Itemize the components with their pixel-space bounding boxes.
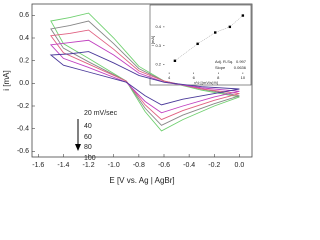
inset-frame [149, 4, 252, 86]
chart: -1.6 -1.4 -1.2 -1.0 -0.8 -0.6 -0.4 -0.2 0.0 -0.6 -… [2, 3, 253, 185]
y-tick-label: -0.4 [17, 126, 29, 133]
x-tick-label: 4 [168, 75, 171, 80]
y-tick-label: 0.2 [155, 62, 161, 67]
legend-entry: 80 [84, 144, 92, 151]
x-tick-label: -1.2 [83, 162, 95, 169]
cv-curve [49, 51, 240, 106]
x-tick-label: -0.2 [208, 162, 220, 169]
legend-entry: 40 [84, 123, 92, 130]
x-axis-label: E [V vs. Ag | AgBr] [109, 176, 174, 185]
x-tick-label: -1.4 [57, 162, 69, 169]
cv-curve [50, 12, 240, 132]
trend-line [174, 15, 244, 62]
point [228, 25, 232, 29]
point [241, 14, 245, 17]
y-tick-label: -0.2 [17, 103, 29, 110]
point [196, 42, 199, 46]
y-tick-label: 0.0 [19, 80, 29, 87]
point [214, 31, 217, 34]
cv-curve [49, 39, 240, 114]
plot-frame [31, 3, 253, 158]
y-tick-label: 0.2 [19, 58, 29, 65]
x-tick-label: -0.8 [133, 162, 145, 169]
y-tick-label: 0.4 [19, 35, 29, 42]
annotation: 0.0636 [234, 65, 247, 70]
y-axis-label: i [mA] [2, 70, 11, 90]
point [173, 59, 177, 62]
x-tick-label: 8 [217, 75, 220, 80]
annotation: 0.997 [236, 59, 247, 64]
annotation: Adj. R-Sq. [215, 59, 233, 64]
x-tick-label: -1.0 [108, 162, 120, 169]
x-tick-label: -0.4 [183, 162, 195, 169]
arrow-head [75, 144, 81, 151]
y-tick-label: 0.4 [155, 24, 161, 29]
legend-entry: 20 mV/sec [84, 110, 118, 117]
y-tick-label: 0.6 [19, 12, 29, 19]
x-tick-label: -0.6 [158, 162, 170, 169]
y-axis-label: i [mA] [150, 36, 155, 46]
y-tick-label: -0.6 [17, 148, 29, 155]
legend-entry: 60 [84, 134, 92, 141]
x-tick-label: 10 [241, 75, 246, 80]
x-tick-label: -1.6 [32, 162, 44, 169]
x-tick-label: 6 [193, 75, 196, 80]
annotation: Slope [215, 65, 226, 70]
legend-entry: 100 [84, 155, 96, 162]
x-axis-label: v½ [(mV/s)½] [194, 80, 218, 85]
y-tick-label: 0.3 [155, 43, 161, 48]
cv-curve [50, 20, 240, 126]
x-tick-label: 0.0 [235, 162, 245, 169]
